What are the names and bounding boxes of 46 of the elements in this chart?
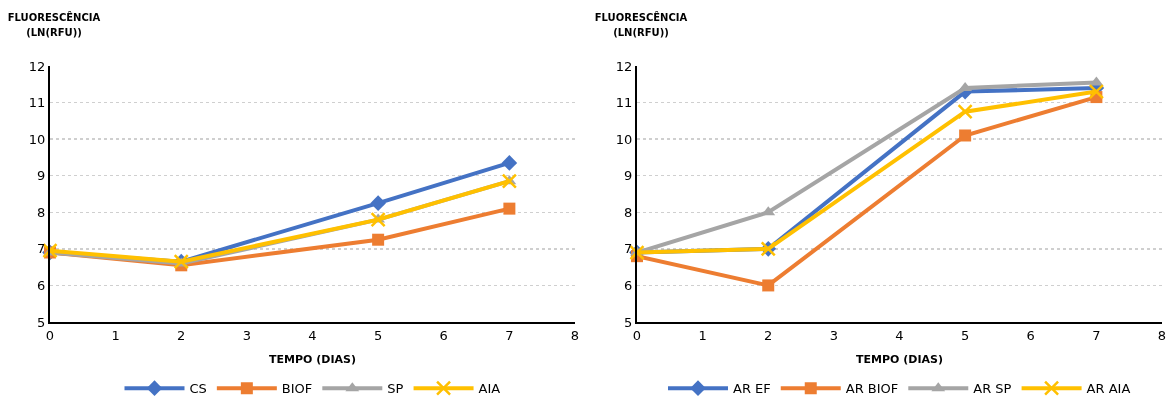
x-tick-label: 0 — [632, 327, 642, 343]
legend-label: AR BIOF — [845, 381, 899, 397]
x-tick-label: 1 — [111, 327, 120, 343]
y-tick-label: 9 — [37, 168, 46, 184]
legend-label: AR AIA — [1086, 381, 1131, 397]
y-axis-title: FLUORESCÊNCIA (LN(RFU)) — [6, 10, 102, 40]
y-tick-label: 7 — [37, 241, 46, 257]
x-tick-label: 2 — [764, 327, 773, 343]
y-tick-label: 8 — [624, 204, 633, 220]
y-tick-label: 6 — [624, 277, 633, 293]
x-tick-label: 5 — [373, 327, 383, 343]
x-axis-title: TEMPO (DIAS) — [856, 353, 943, 367]
x-tick-label: 6 — [1026, 327, 1035, 343]
x-tick-label: 7 — [1092, 327, 1101, 343]
x-tick-label: 4 — [308, 327, 317, 343]
y-tick-label: 9 — [624, 168, 633, 184]
x-tick-label: 6 — [439, 327, 448, 343]
y-tick-label: 10 — [28, 131, 46, 147]
legend-label: AR SP — [973, 381, 1012, 397]
x-axis-title: TEMPO (DIAS) — [269, 353, 356, 367]
legend-label: BIOF — [281, 381, 313, 397]
legend-label: AIA — [478, 381, 501, 397]
x-tick-label: 3 — [829, 327, 839, 343]
y-tick-label: 8 — [37, 204, 46, 220]
y-tick-label: 7 — [624, 241, 633, 257]
y-tick-label: 6 — [37, 277, 46, 293]
y-tick-label: 5 — [624, 314, 633, 330]
x-tick-label: 8 — [1157, 327, 1167, 343]
x-tick-label: 0 — [45, 327, 55, 343]
y-axis-title: FLUORESCÊNCIA (LN(RFU)) — [593, 10, 689, 40]
y-tick-label: 10 — [615, 131, 633, 147]
legend-label: AR EF — [733, 381, 771, 397]
legend-label: SP — [387, 381, 404, 397]
y-tick-label: 5 — [37, 314, 46, 330]
y-tick-label: 12 — [615, 58, 633, 74]
x-tick-label: 8 — [570, 327, 580, 343]
x-tick-label: 5 — [960, 327, 970, 343]
y-tick-label: 11 — [28, 95, 46, 111]
x-tick-label: 4 — [895, 327, 904, 343]
x-tick-label: 1 — [698, 327, 707, 343]
x-tick-label: 3 — [242, 327, 252, 343]
y-tick-label: 11 — [615, 95, 633, 111]
legend-label: CS — [189, 381, 207, 397]
x-tick-label: 2 — [177, 327, 186, 343]
y-tick-label: 12 — [28, 58, 46, 74]
x-tick-label: 7 — [505, 327, 514, 343]
